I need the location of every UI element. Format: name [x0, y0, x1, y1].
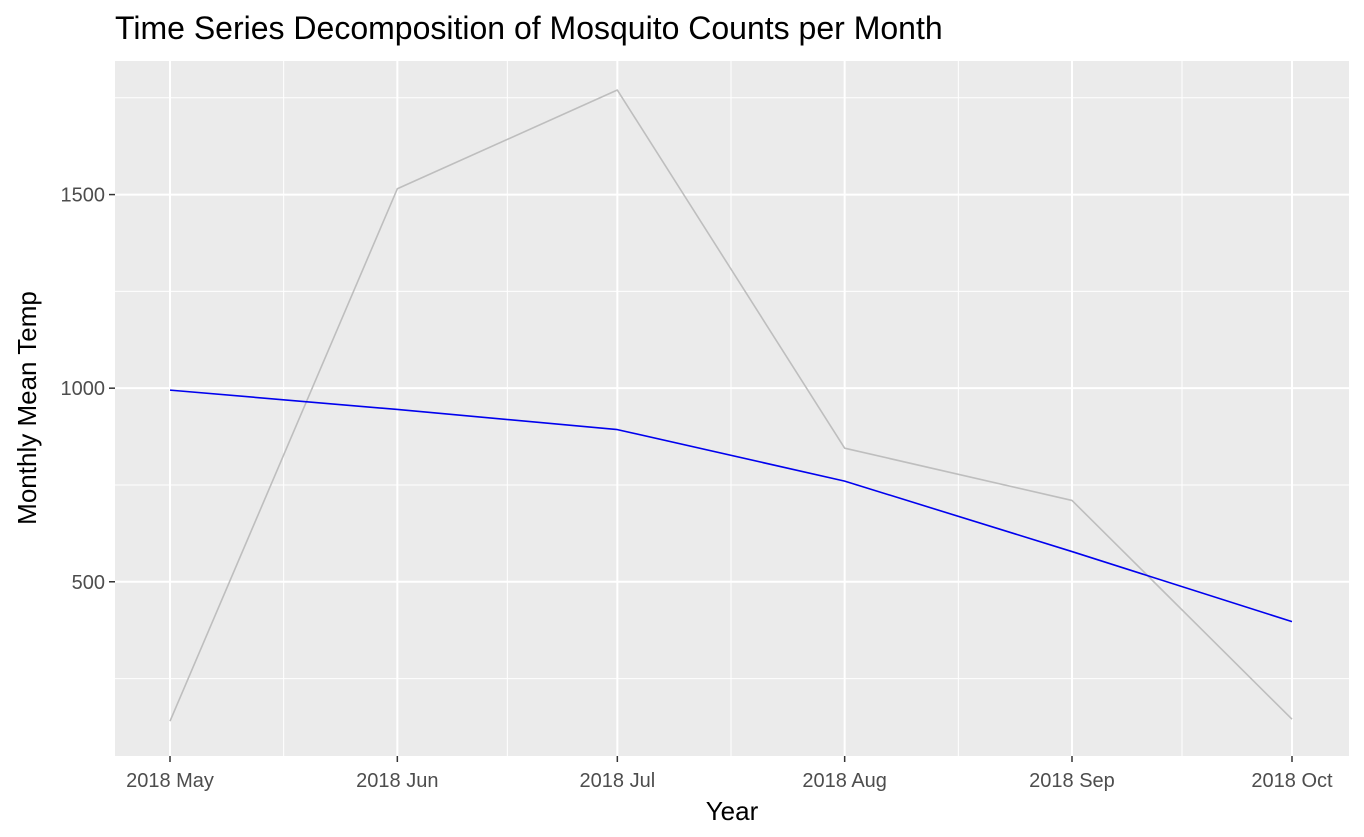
y-axis-title: Monthly Mean Temp [12, 291, 42, 525]
x-tick-label: 2018 Aug [802, 770, 887, 792]
x-tick-label: 2018 Jul [580, 770, 656, 792]
series-layer [169, 89, 1293, 722]
y-tick-label: 1500 [61, 185, 106, 207]
series-line-1 [169, 89, 1293, 722]
major-gridlines [115, 61, 1349, 756]
x-tick-label: 2018 Oct [1251, 770, 1333, 792]
series-line-2 [169, 389, 1293, 623]
x-tick-label: 2018 May [126, 770, 214, 792]
y-tick-label: 500 [72, 572, 105, 594]
chart-title: Time Series Decomposition of Mosquito Co… [115, 10, 943, 46]
plot-panel [115, 61, 1349, 756]
minor-gridlines [115, 61, 1349, 756]
x-axis: 2018 May 2018 Jun 2018 Jul 2018 Aug 2018 Sep… [126, 756, 1333, 792]
x-tick-label: 2018 Sep [1029, 770, 1115, 792]
y-tick-label: 1000 [61, 378, 106, 400]
x-axis-title: Year [706, 796, 759, 826]
x-tick-label: 2018 Jun [356, 770, 438, 792]
y-axis: 500 1000 1500 [61, 185, 115, 594]
